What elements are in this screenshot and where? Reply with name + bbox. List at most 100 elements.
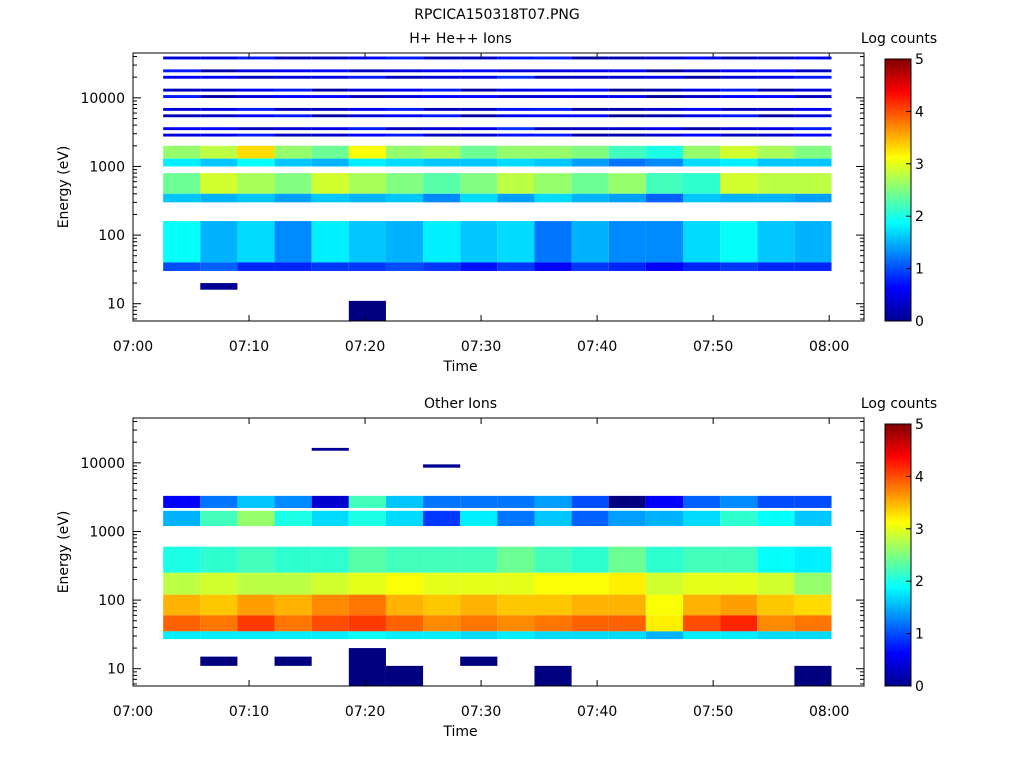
heatmap-cell	[534, 495, 572, 508]
heatmap-cell	[385, 546, 424, 573]
heatmap-cell	[794, 510, 832, 527]
heatmap-cell	[200, 572, 238, 595]
heatmap-cell	[348, 631, 386, 640]
heatmap-cell	[645, 95, 683, 98]
heatmap-cell	[682, 88, 721, 92]
heatmap-cell	[682, 107, 721, 111]
heatmap-cell	[274, 56, 312, 60]
heatmap-cell	[794, 262, 832, 271]
heatmap-cell	[274, 95, 312, 98]
heatmap-cell	[385, 107, 424, 111]
heatmap-cell	[348, 594, 386, 616]
heatmap-cell	[720, 221, 758, 263]
heatmap-cell	[534, 665, 572, 686]
heatmap-cell	[274, 75, 312, 79]
heatmap-cell	[794, 133, 832, 137]
heatmap-cell	[497, 631, 535, 640]
heatmap-cell	[794, 615, 832, 632]
heatmap-cell	[682, 56, 721, 60]
heatmap-cell	[682, 615, 721, 632]
heatmap-cell	[534, 572, 572, 595]
heatmap-cell	[311, 107, 349, 111]
heatmap-cell	[794, 56, 832, 60]
heatmap-cell	[645, 631, 683, 640]
heatmap-cell	[534, 133, 572, 137]
heatmap-cell	[423, 56, 461, 60]
heatmap-cell	[348, 133, 386, 137]
heatmap-cell	[311, 546, 349, 573]
colorbar-tick-label: 2	[915, 209, 924, 225]
heatmap-cell	[720, 95, 758, 98]
heatmap-cell	[497, 495, 535, 508]
heatmap-cell	[460, 133, 498, 137]
heatmap-cell	[385, 173, 424, 194]
heatmap-cell	[200, 75, 238, 79]
heatmap-cell	[757, 95, 795, 98]
heatmap-cell	[682, 114, 721, 118]
heatmap-cell	[571, 193, 609, 203]
colorbar-tick-label: 3	[915, 157, 924, 173]
heatmap-cell	[423, 69, 461, 73]
heatmap-cell	[608, 127, 646, 131]
heatmap-cell	[423, 193, 461, 203]
heatmap-cell	[720, 56, 758, 60]
heatmap-cell	[794, 572, 832, 595]
heatmap-cell	[460, 145, 498, 159]
heatmap-cell	[163, 173, 201, 194]
heatmap-cell	[163, 510, 201, 527]
heatmap-cell	[311, 615, 349, 632]
heatmap-cell	[163, 69, 201, 73]
heatmap-cell	[311, 594, 349, 616]
heatmap-cell	[720, 546, 758, 573]
x-axis-label: Time	[442, 724, 477, 740]
heatmap-cell	[163, 145, 201, 159]
heatmap-cell	[571, 75, 609, 79]
heatmap-cell	[385, 495, 424, 508]
heatmap-cell	[682, 193, 721, 203]
heatmap-cell	[385, 127, 424, 131]
heatmap-cell	[757, 127, 795, 131]
heatmap-cell	[720, 145, 758, 159]
heatmap-cell	[274, 656, 312, 666]
heatmap-cell	[645, 127, 683, 131]
heatmap-cell	[311, 572, 349, 595]
heatmap-cell	[348, 648, 386, 686]
heatmap-cell	[571, 69, 609, 73]
heatmap-cell	[645, 69, 683, 73]
heatmap-cell	[794, 95, 832, 98]
heatmap-cell	[423, 95, 461, 98]
heatmap-cell	[682, 221, 721, 263]
heatmap-cell	[571, 495, 609, 508]
heatmap-cell	[571, 127, 609, 131]
colorbar-gradient	[884, 423, 912, 687]
heatmap-cell	[348, 88, 386, 92]
heatmap-cell	[163, 88, 201, 92]
heatmap-cell	[571, 107, 609, 111]
heatmap-cell	[497, 133, 535, 137]
heatmap-cell	[237, 69, 275, 73]
heatmap-cell	[348, 546, 386, 573]
heatmap-cell	[385, 262, 424, 271]
heatmap-cell	[274, 69, 312, 73]
heatmap-cell	[794, 158, 832, 167]
heatmap-cell	[534, 615, 572, 632]
heatmap-cell	[682, 95, 721, 98]
heatmap-cell	[385, 69, 424, 73]
heatmap-cell	[682, 546, 721, 573]
x-tick-label: 07:40	[577, 339, 617, 355]
heatmap-cell	[348, 173, 386, 194]
heatmap-cell	[794, 114, 832, 118]
heatmap-cell	[720, 262, 758, 271]
heatmap-cell	[794, 193, 832, 203]
heatmap-cell	[460, 221, 498, 263]
colorbar-gradient	[884, 58, 912, 322]
colorbar-label: Log counts	[861, 31, 937, 47]
heatmap-cell	[348, 495, 386, 508]
heatmap-cell	[200, 615, 238, 632]
heatmap-cell	[608, 631, 646, 640]
heatmap-cell	[385, 594, 424, 616]
heatmap-cell	[534, 145, 572, 159]
heatmap-cell	[311, 158, 349, 167]
heatmap-cell	[460, 173, 498, 194]
